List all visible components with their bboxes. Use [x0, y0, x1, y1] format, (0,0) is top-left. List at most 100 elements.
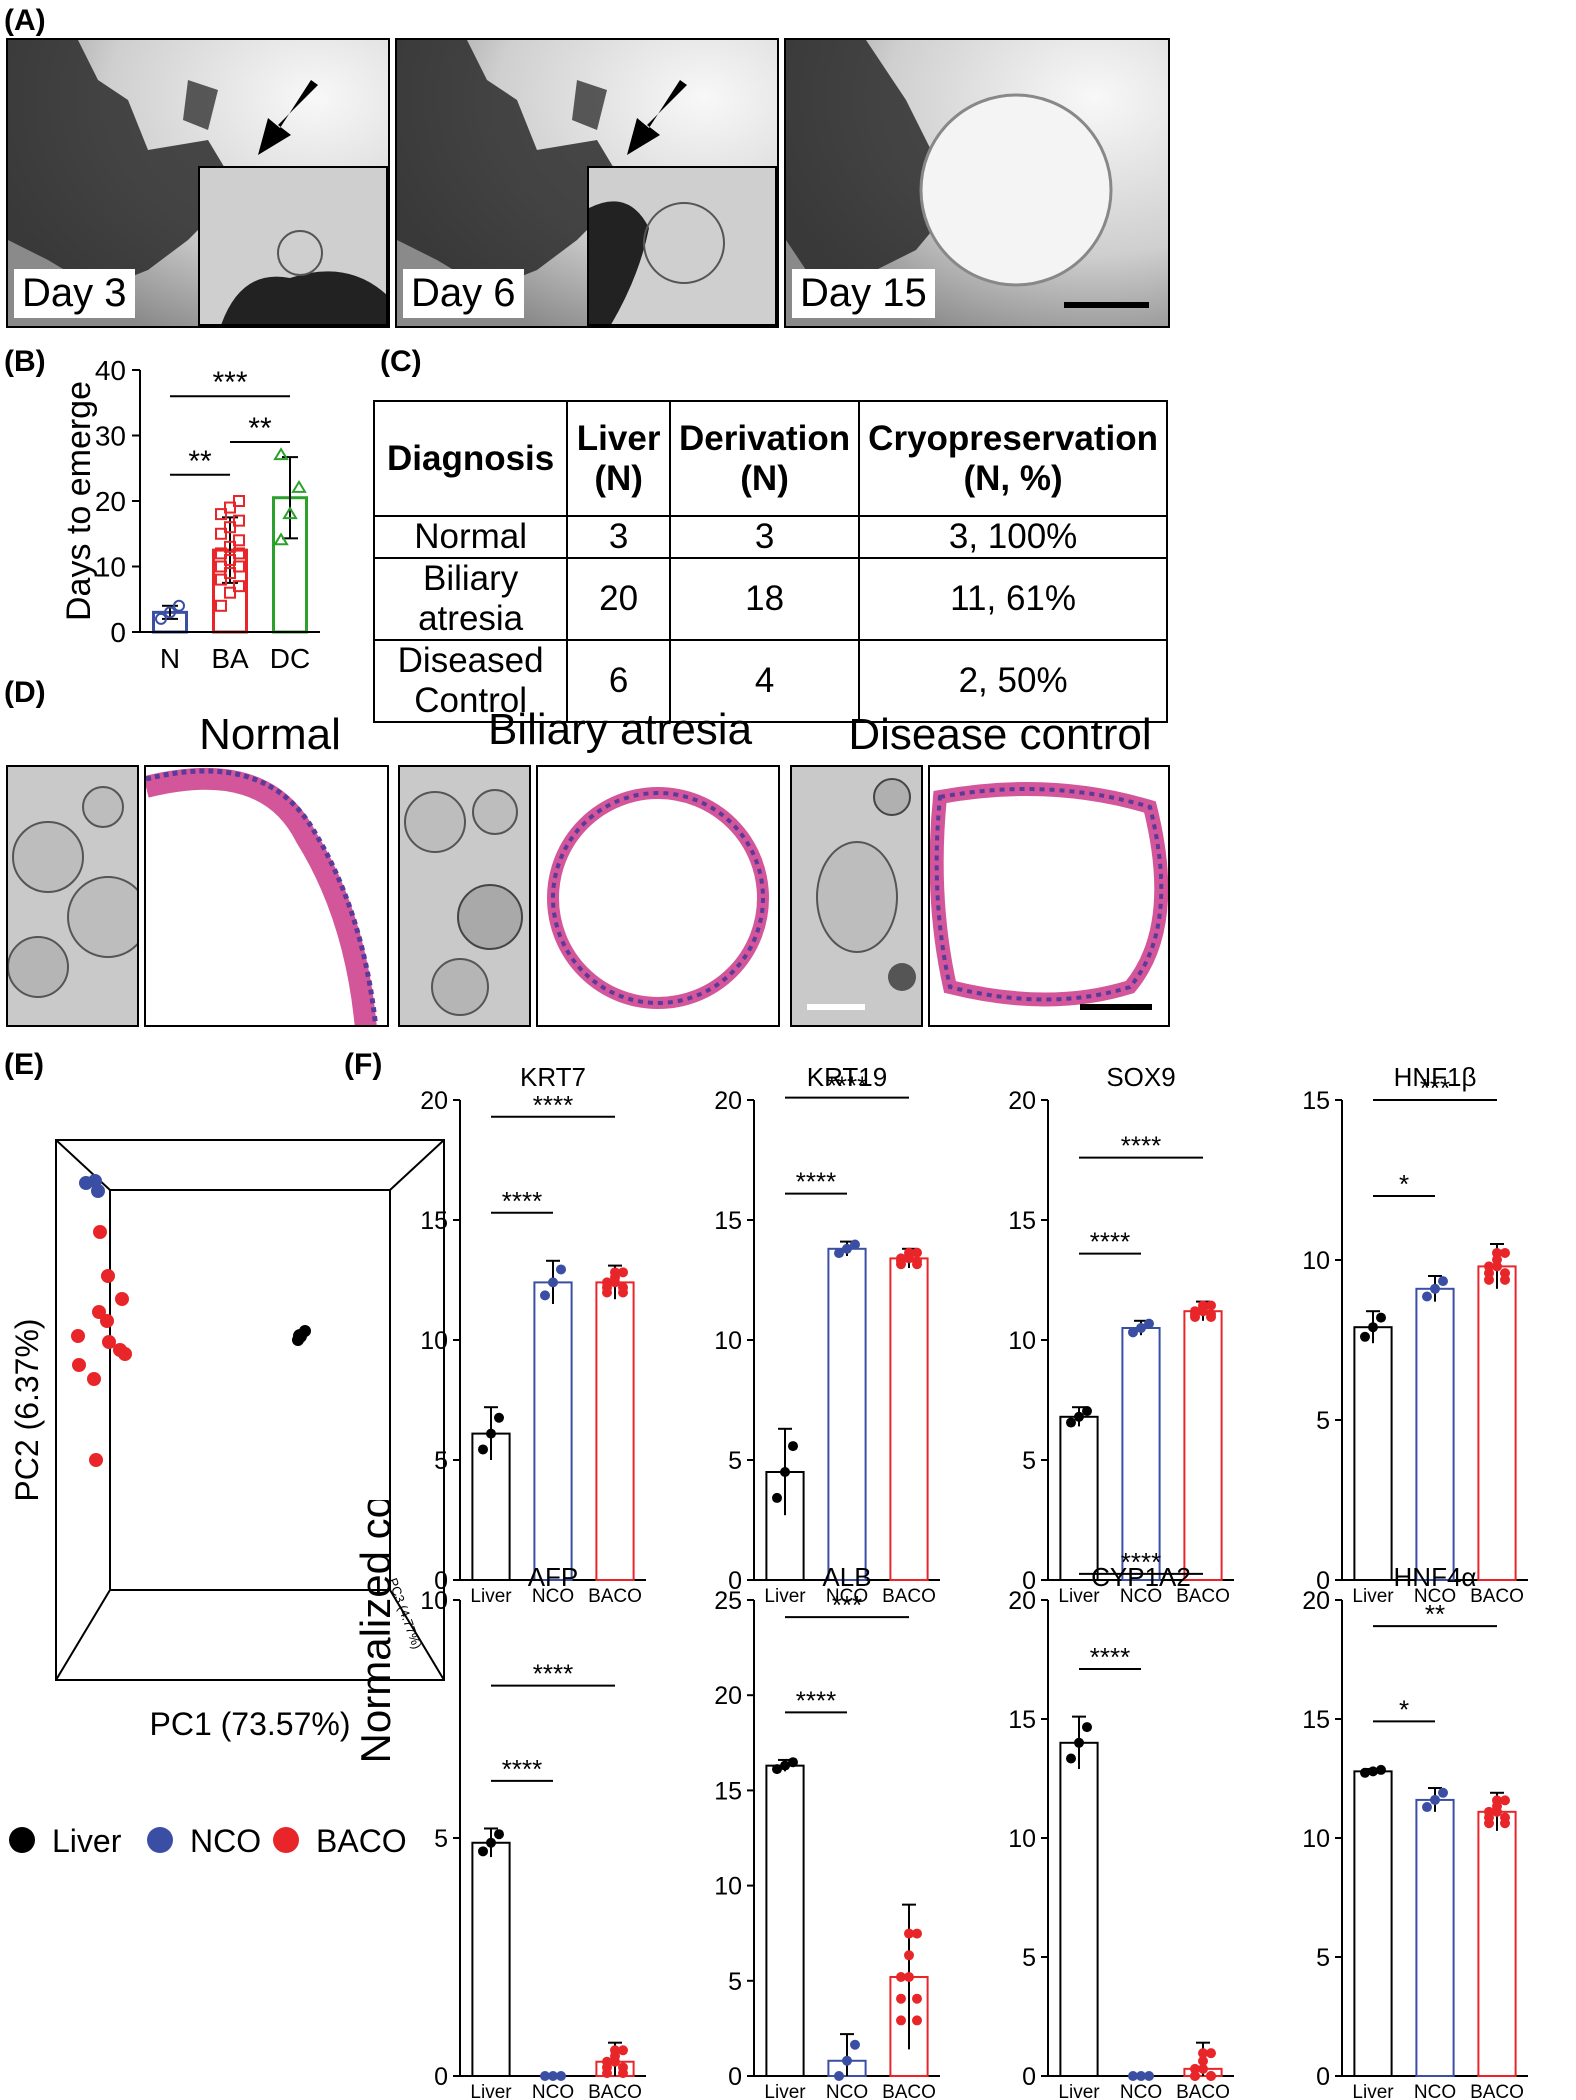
- day-label: Day 3: [14, 269, 135, 318]
- data-point: [556, 2071, 566, 2081]
- panel-d-label: (D): [4, 676, 46, 709]
- data-point: [1492, 1247, 1502, 1258]
- arrow-icon: [258, 80, 318, 155]
- micrograph-day6: Day 6: [395, 38, 779, 328]
- pc1-axis-label: PC1 (73.57%): [150, 1706, 351, 1742]
- table-cell: 11, 61%: [858, 557, 1168, 641]
- y-tick-label: 10: [714, 1873, 742, 1901]
- table-cell: 2, 50%: [858, 639, 1168, 723]
- x-tick-label: BACO: [1176, 1586, 1230, 1607]
- y-tick-label: 15: [1008, 1706, 1036, 1734]
- data-point: [1376, 1312, 1386, 1323]
- panel-a-label: (A): [4, 4, 46, 37]
- data-point: [1128, 2071, 1138, 2081]
- x-tick-label: Liver: [764, 2082, 806, 2100]
- data-point: [215, 547, 227, 560]
- data-point: [215, 599, 227, 612]
- micrograph-day3: Day 3: [6, 38, 390, 328]
- data-point: [215, 560, 227, 573]
- panel-c-label: (C): [380, 345, 422, 378]
- data-point: [224, 540, 236, 553]
- data-point: [1144, 1318, 1154, 1329]
- data-point: [233, 514, 245, 527]
- data-point: [1074, 1737, 1084, 1748]
- data-point: [618, 1267, 628, 1278]
- bar: [1415, 1287, 1455, 1582]
- y-tick-label: 20: [95, 486, 126, 517]
- x-tick-label: NCO: [532, 2082, 574, 2100]
- x-tick-label: Liver: [1058, 2082, 1100, 2100]
- liver-points: [292, 1325, 311, 1346]
- subplot-title: KRT7: [520, 1062, 586, 1092]
- x-tick-label: NCO: [1414, 2082, 1456, 2100]
- data-point: [912, 1247, 922, 1258]
- data-point: [548, 1277, 558, 1288]
- data-point: [780, 1467, 790, 1477]
- y-tick-label: 10: [420, 1587, 448, 1615]
- table-cell: 3, 100%: [858, 515, 1168, 559]
- pca-plot: PC1 (73.57%) PC2 (6.37%) PC3 (4.77%) Liv…: [9, 1139, 445, 1859]
- data-point: [1360, 1331, 1370, 1342]
- x-tick-label: BACO: [588, 2082, 642, 2100]
- title-normal: Normal: [199, 710, 341, 759]
- data-point: [1422, 1291, 1432, 1302]
- x-tick-label: BACO: [588, 1586, 642, 1607]
- inset-day6: [587, 166, 777, 326]
- data-point: [1500, 1795, 1510, 1806]
- data-point: [1082, 1406, 1092, 1417]
- y-tick-label: 15: [714, 1777, 742, 1805]
- table-row: Diseased Control 6 4 2, 50%: [372, 639, 1168, 723]
- bar: [765, 1764, 805, 2077]
- data-point: [233, 495, 245, 507]
- bar: [1477, 1810, 1517, 2077]
- legend-label-nco: NCO: [190, 1823, 261, 1859]
- x-tick-label: NCO: [1120, 2082, 1162, 2100]
- data-point: [788, 1757, 798, 1768]
- data-point: [618, 2045, 628, 2056]
- data-point: [1136, 1323, 1146, 1333]
- y-tick-label: 10: [95, 552, 126, 583]
- significance-label: ****: [502, 1186, 542, 1216]
- data-point: [486, 1428, 496, 1439]
- y-tick-label: 5: [728, 1968, 742, 1996]
- y-axis-label: Days to emerge: [60, 381, 98, 621]
- organoid-brightfield-normal-drawing: [8, 767, 137, 1025]
- x-tick-label: DC: [270, 643, 310, 674]
- data-point: [1430, 1283, 1440, 1294]
- significance-label: ***: [212, 366, 247, 399]
- x-tick-label: Liver: [470, 1586, 512, 1607]
- data-point: [912, 1928, 922, 1939]
- subplot-title: CYP1A2: [1091, 1562, 1191, 1592]
- data-point: [850, 2039, 860, 2050]
- y-tick-label: 5: [1022, 1944, 1036, 1972]
- data-point: [1484, 1806, 1494, 1817]
- data-point: [610, 2045, 620, 2056]
- he-stain-ba-drawing: [547, 787, 769, 1009]
- bar: [1059, 1741, 1099, 2077]
- data-point: [1144, 2071, 1154, 2081]
- data-point: [233, 547, 245, 560]
- header-derivation: Derivation (N): [668, 400, 861, 517]
- organoid-brightfield-dc-drawing: [792, 767, 921, 1025]
- data-point: [1198, 2056, 1208, 2067]
- table-row: Normal 3 3 3, 100%: [372, 515, 1168, 559]
- data-point: [1430, 1794, 1440, 1805]
- data-point: [1206, 2071, 1216, 2081]
- significance-label: ****: [533, 1090, 573, 1120]
- data-point: [1492, 1795, 1502, 1806]
- data-point: [896, 1253, 906, 1264]
- significance-label: ****: [827, 1071, 867, 1101]
- y-tick-label: 5: [434, 1447, 448, 1475]
- y-tick-label: 5: [728, 1447, 742, 1475]
- data-point: [1360, 1767, 1370, 1778]
- inset-day3: [198, 166, 388, 326]
- nco-points: [79, 1174, 105, 1198]
- data-point: [1368, 1322, 1378, 1333]
- x-tick-label: Liver: [1352, 2082, 1394, 2100]
- data-point: [896, 1993, 906, 2004]
- legend-label-baco: BACO: [316, 1823, 407, 1859]
- data-point: [602, 1277, 612, 1288]
- data-point: [164, 606, 176, 619]
- table-row: Biliary atresia 20 18 11, 61%: [372, 557, 1168, 641]
